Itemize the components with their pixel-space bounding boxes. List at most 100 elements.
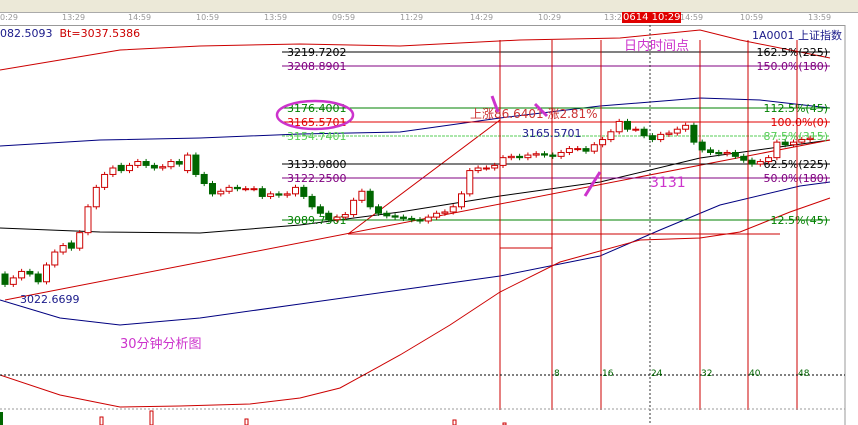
cursor-time-label: 0614 10:29: [622, 12, 682, 23]
candle-body: [43, 264, 50, 283]
candle-body: [474, 167, 482, 172]
candle-body: [615, 120, 623, 133]
time-axis: 0:29 13:29 14:59 10:59 13:59 09:59 11:29 14:29 1…: [0, 12, 845, 26]
volume-bar: [502, 422, 507, 425]
candle-body: [698, 141, 706, 151]
candle-body: [424, 216, 432, 222]
fib-ratio-label: 150.0%(180): [756, 60, 828, 73]
arrow-icon: [583, 171, 602, 197]
candle-body: [366, 190, 374, 208]
candle-body: [300, 186, 308, 197]
support-annotation: 3131: [650, 175, 686, 191]
candle-body: [416, 219, 424, 222]
candle-body: [67, 242, 75, 249]
time-label: 14:59: [680, 13, 704, 22]
arrow-icon: [490, 95, 500, 113]
candle-body: [441, 211, 449, 214]
time-label: 11:29: [400, 13, 424, 22]
candle-body: [690, 124, 698, 143]
candle-body: [673, 128, 681, 134]
candle-body: [482, 167, 490, 170]
upper-band-line: [0, 29, 831, 71]
candle-body: [507, 155, 515, 159]
candle-body: [632, 128, 640, 131]
candle-body: [574, 148, 582, 151]
candle-body: [375, 206, 382, 214]
time-label: 10:59: [740, 13, 764, 22]
time-label: 14:59: [128, 13, 152, 22]
time-label: 0:29: [0, 13, 18, 22]
candle-body: [624, 120, 631, 130]
candle-body: [26, 270, 34, 275]
time-label: 10:59: [196, 13, 220, 22]
fib-price-label: 3154.7401: [287, 130, 347, 143]
candle-body: [723, 151, 731, 155]
fib-ratio-label: 87.5%(315): [763, 130, 828, 143]
candle-body: [233, 186, 241, 190]
candle-body: [51, 251, 59, 266]
candle-body: [267, 193, 275, 197]
candle-body: [101, 173, 109, 188]
time-label: 13:59: [808, 13, 832, 22]
candle-body: [765, 157, 773, 163]
fib-ratio-label: 62.5%(225): [763, 158, 828, 171]
fib-ratio-label: 100.0%(0): [770, 116, 828, 129]
fib-ratio-label: 112.5%(45): [763, 102, 828, 115]
time-label: 13:59: [264, 13, 288, 22]
candle-body: [557, 151, 565, 157]
candle-body: [657, 133, 665, 141]
candle-body: [491, 164, 499, 169]
candle-body: [391, 215, 399, 218]
candle-body: [92, 186, 100, 208]
volume-bar: [99, 416, 104, 425]
candle-body: [283, 193, 291, 196]
time-label: 14:29: [470, 13, 494, 22]
candle-body: [707, 149, 714, 153]
candle-body: [258, 188, 266, 197]
ma-value: 082.5093: [0, 27, 53, 40]
candle-body: [150, 164, 158, 169]
candle-body: [731, 151, 739, 157]
candle-body: [200, 173, 208, 185]
volume-bar: [244, 418, 249, 425]
boll-upper-line: [0, 97, 831, 147]
candle-body: [773, 141, 781, 159]
candle-body: [790, 141, 797, 146]
candle-body: [341, 214, 349, 218]
candle-body: [217, 190, 225, 195]
candle-body: [292, 186, 299, 195]
time-count-label: 16: [602, 369, 614, 379]
candle-body: [590, 144, 598, 152]
time-count-label: 48: [798, 369, 810, 379]
candle-body: [134, 161, 142, 166]
candle-body: [350, 199, 358, 216]
candle-body: [516, 155, 524, 159]
time-label: 10:29: [538, 13, 562, 22]
volume-bar: [149, 410, 154, 425]
candle-body: [325, 212, 333, 221]
candle-body: [126, 164, 133, 172]
highlight-circle: [275, 99, 355, 131]
drawing-toolbar[interactable]: [0, 0, 858, 13]
intraday-annotation: 日内时间点: [624, 38, 689, 54]
candle-body: [308, 195, 316, 208]
candle-body: [532, 153, 540, 156]
candle-body: [109, 167, 117, 175]
symbol-label: 1A0001 上证指数: [751, 29, 842, 42]
candle-body: [242, 188, 250, 191]
candle-body: [399, 216, 407, 219]
candle-body: [167, 161, 175, 168]
indicator-readout: 082.5093 Bt=3037.5386: [0, 27, 140, 40]
candle-body: [781, 141, 789, 146]
candle-body: [565, 148, 573, 153]
candle-body: [549, 154, 557, 157]
candle-body: [648, 135, 656, 141]
candle-body: [458, 193, 465, 208]
candle-body: [715, 151, 723, 155]
arrow-icon: [533, 102, 549, 118]
candle-body: [748, 159, 756, 165]
candle-body: [333, 216, 341, 221]
candle-body: [499, 157, 507, 166]
